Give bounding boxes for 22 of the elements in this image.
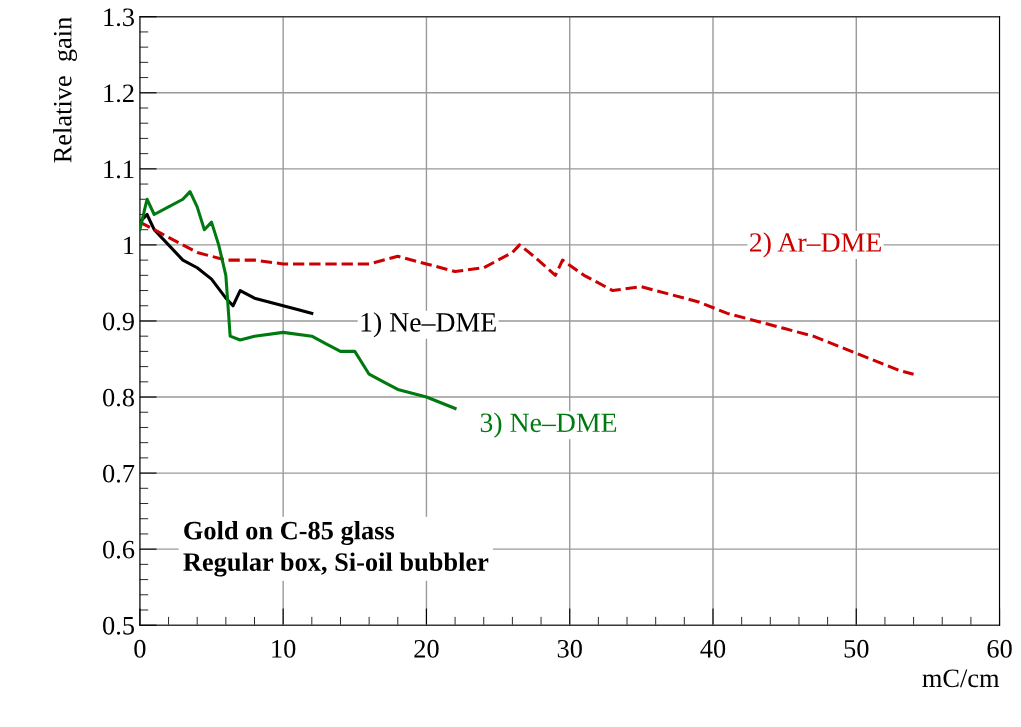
y-tick-label: 1.1 xyxy=(104,160,134,179)
x-tick-label: 10 xyxy=(272,639,296,658)
x-tick-label: 20 xyxy=(414,639,439,658)
x-tick-label: 40 xyxy=(700,639,726,658)
y-tick-label: 0.6 xyxy=(103,540,135,559)
x-tick-label: 0 xyxy=(134,639,146,658)
y-axis-title: Relative gain xyxy=(53,17,78,163)
x-tick-label: 60 xyxy=(987,639,1012,658)
y-tick-label: 0.9 xyxy=(103,312,134,331)
x-axis-title: mC/cm xyxy=(922,669,1000,688)
y-tick-label: 0.8 xyxy=(103,388,135,407)
text: 2) Ar–DME xyxy=(750,232,881,258)
y-tick-label: 0.5 xyxy=(103,616,134,635)
x-tick-label: 50 xyxy=(844,639,869,658)
series-label: 3) Ne–DME xyxy=(480,412,617,438)
y-tick-label: 1.3 xyxy=(104,8,134,27)
annotation: Gold on C-85 glass Regular box, Si-oil bubbler xyxy=(183,520,489,577)
y-tick-label: 1.2 xyxy=(104,84,134,103)
x-tick-label: 30 xyxy=(557,639,582,658)
y-tick-label: 0.7 xyxy=(103,464,135,483)
y-tick-label: 1 xyxy=(124,236,134,255)
series-label: 1) Ne–DME xyxy=(361,312,496,338)
